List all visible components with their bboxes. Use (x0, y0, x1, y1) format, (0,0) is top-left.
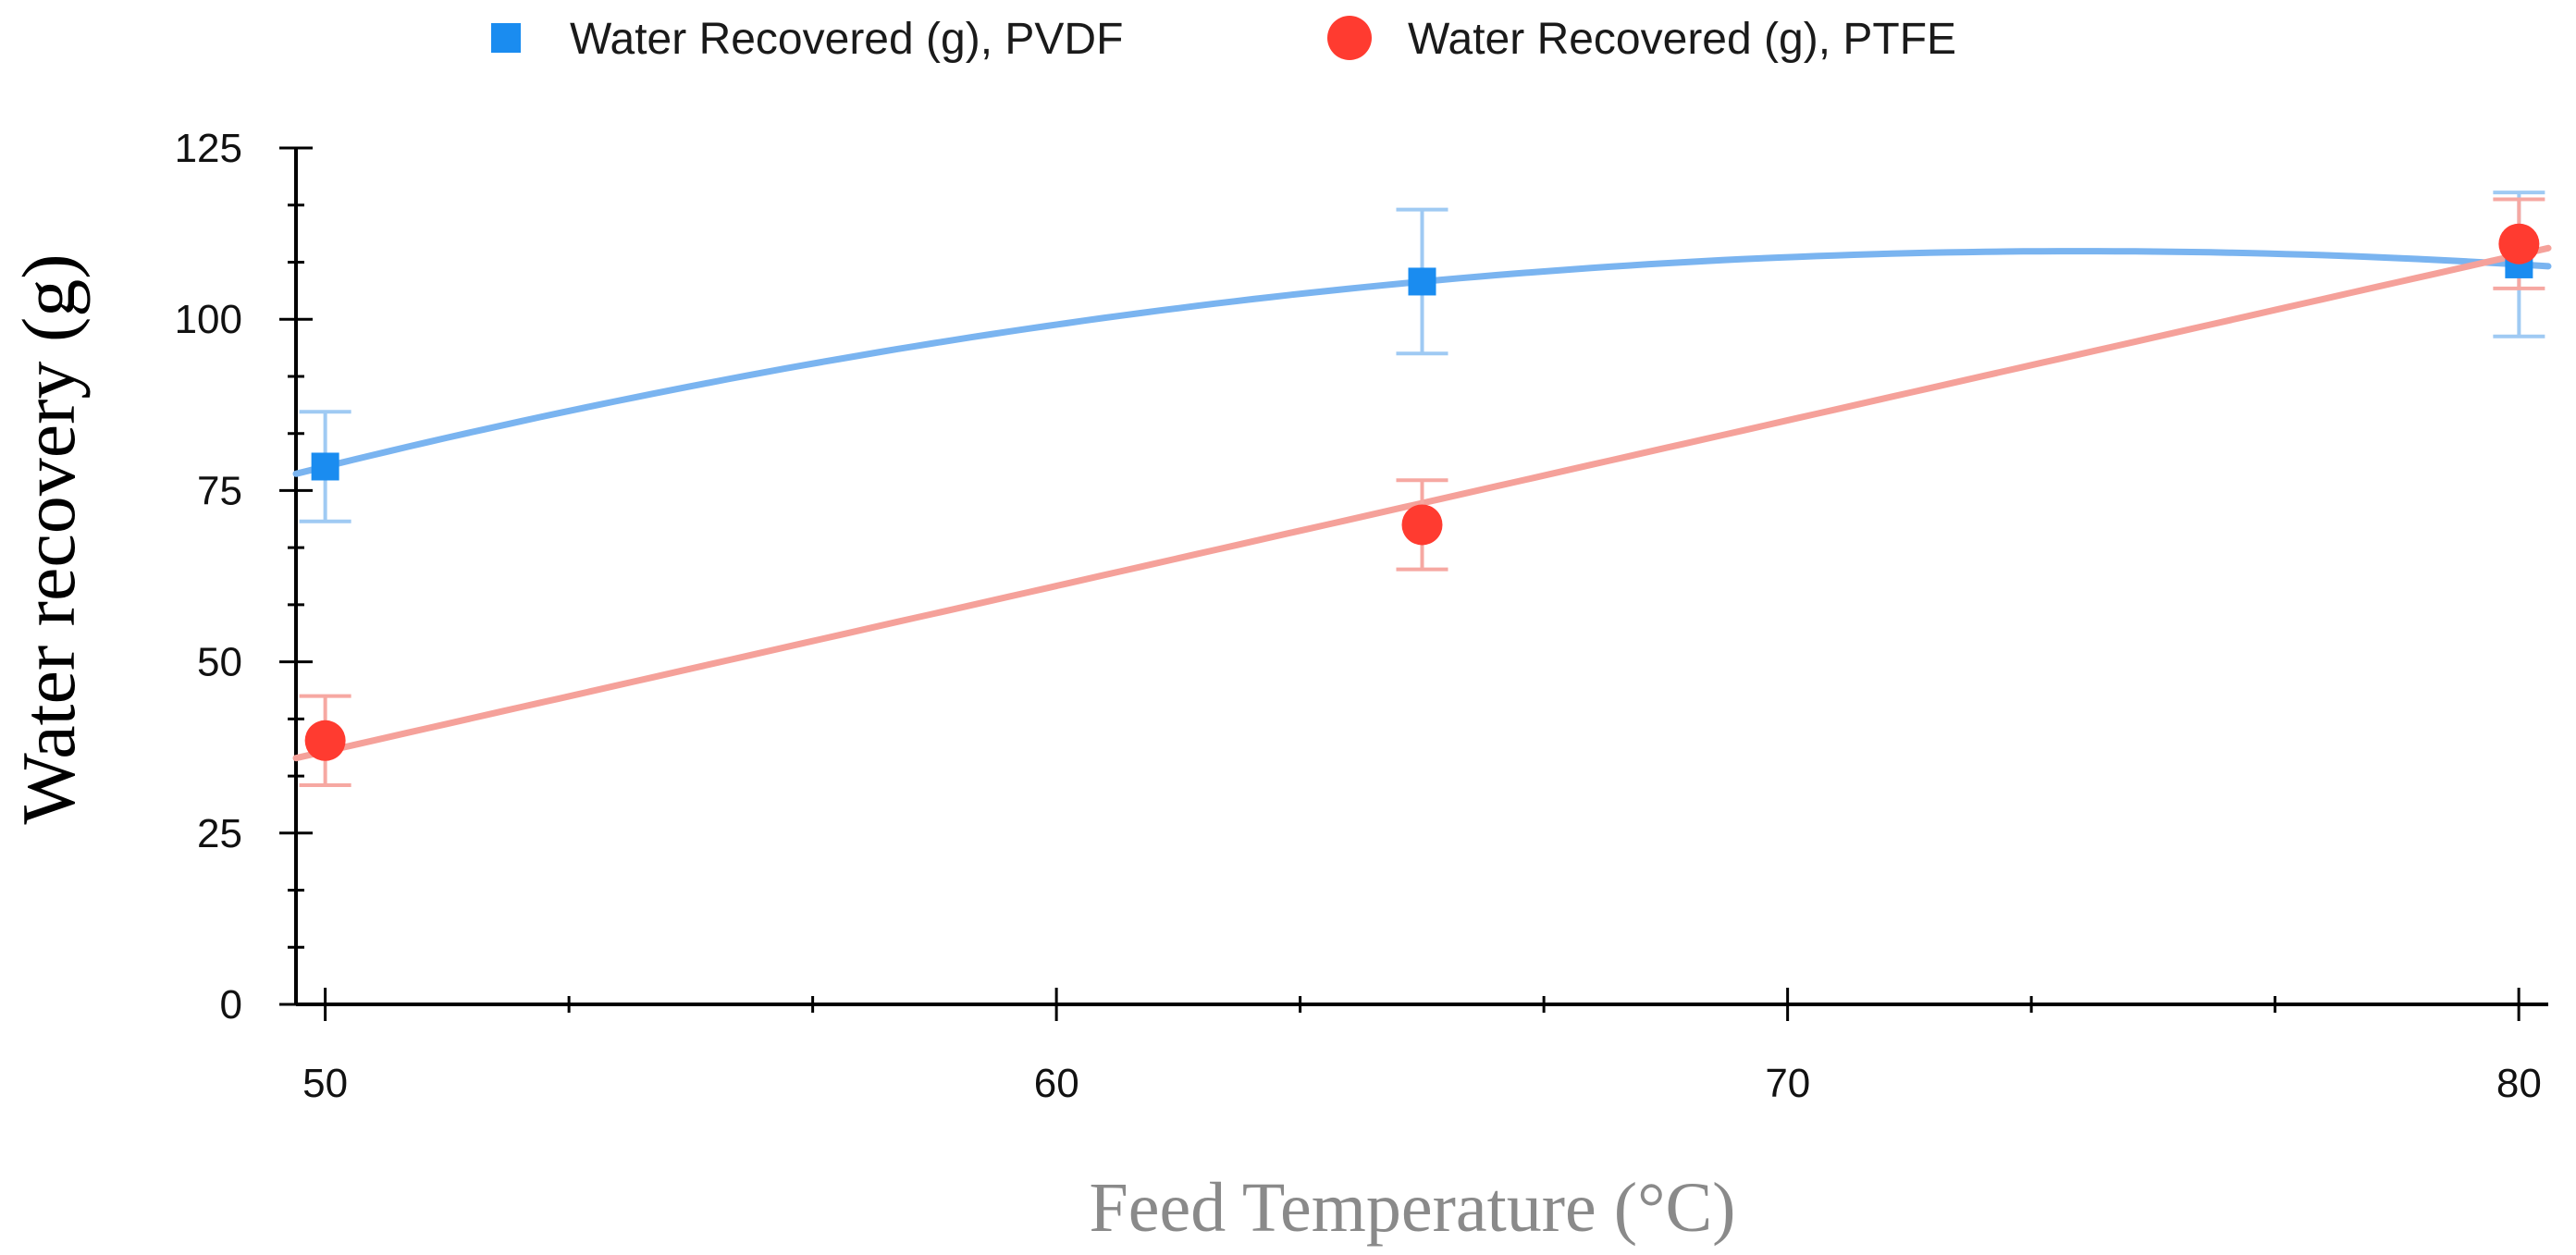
data-point-pvdf (1408, 267, 1436, 296)
x-tick-label: 70 (1765, 1061, 1810, 1106)
x-tick-label: 60 (1034, 1061, 1079, 1106)
y-tick-label: 100 (175, 297, 242, 342)
y-tick-label: 50 (197, 640, 242, 685)
data-point-ptfe (1401, 504, 1443, 546)
y-tick-label: 25 (197, 811, 242, 856)
legend-marker-pvdf (491, 23, 521, 53)
x-axis-title: Feed Temperature (°C) (1090, 1169, 1736, 1247)
y-axis-title: Water recovery (g) (6, 253, 91, 824)
data-point-ptfe (304, 720, 346, 761)
y-tick-label: 75 (197, 468, 242, 513)
legend-marker-ptfe (1327, 16, 1372, 60)
x-tick-label: 50 (302, 1061, 348, 1106)
data-point-pvdf (311, 452, 339, 481)
legend-label-ptfe: Water Recovered (g), PTFE (1408, 15, 1956, 64)
legend-label-pvdf: Water Recovered (g), PVDF (570, 15, 1123, 64)
legend: Water Recovered (g), PVDF Water Recovere… (491, 15, 1956, 64)
y-tick-label: 125 (175, 126, 242, 171)
y-tick-label: 0 (220, 982, 242, 1027)
data-points (304, 223, 2540, 761)
x-tick-label: 80 (2496, 1061, 2542, 1106)
axes: 0 25 50 75 100 125 50 60 70 80 (175, 126, 2548, 1106)
data-point-ptfe (2498, 223, 2540, 265)
